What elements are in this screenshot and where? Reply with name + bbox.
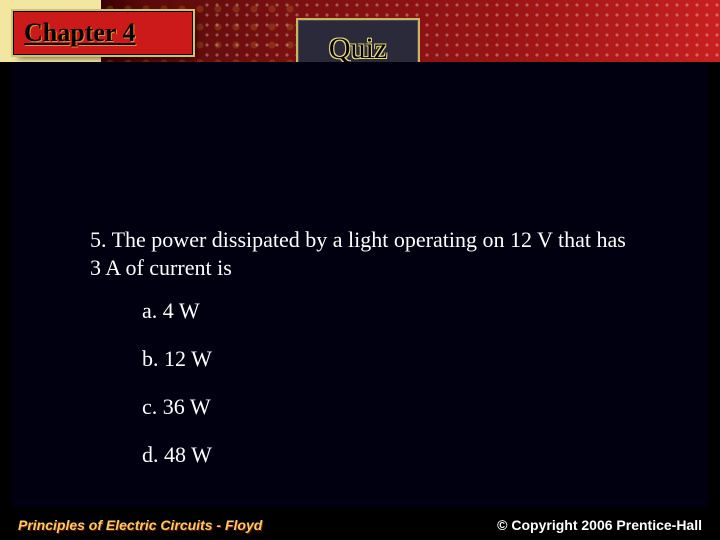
chapter-box: Chapter 4: [14, 12, 192, 54]
chapter-label: Chapter 4: [24, 18, 135, 48]
answer-a: a. 4 W: [142, 298, 212, 324]
answer-list: a. 4 W b. 12 W c. 36 W d. 48 W: [142, 298, 212, 490]
answer-c: c. 36 W: [142, 394, 212, 420]
footer: Principles of Electric Circuits - Floyd …: [0, 510, 720, 540]
footer-right: © Copyright 2006 Prentice-Hall: [497, 517, 702, 533]
question-text: 5. The power dissipated by a light opera…: [90, 226, 628, 281]
footer-left: Principles of Electric Circuits - Floyd: [18, 517, 262, 533]
slide-title: Quiz: [329, 32, 387, 66]
slide-body: 5. The power dissipated by a light opera…: [12, 62, 708, 508]
answer-d: d. 48 W: [142, 442, 212, 468]
answer-b: b. 12 W: [142, 346, 212, 372]
dot-pattern: [202, 0, 720, 62]
